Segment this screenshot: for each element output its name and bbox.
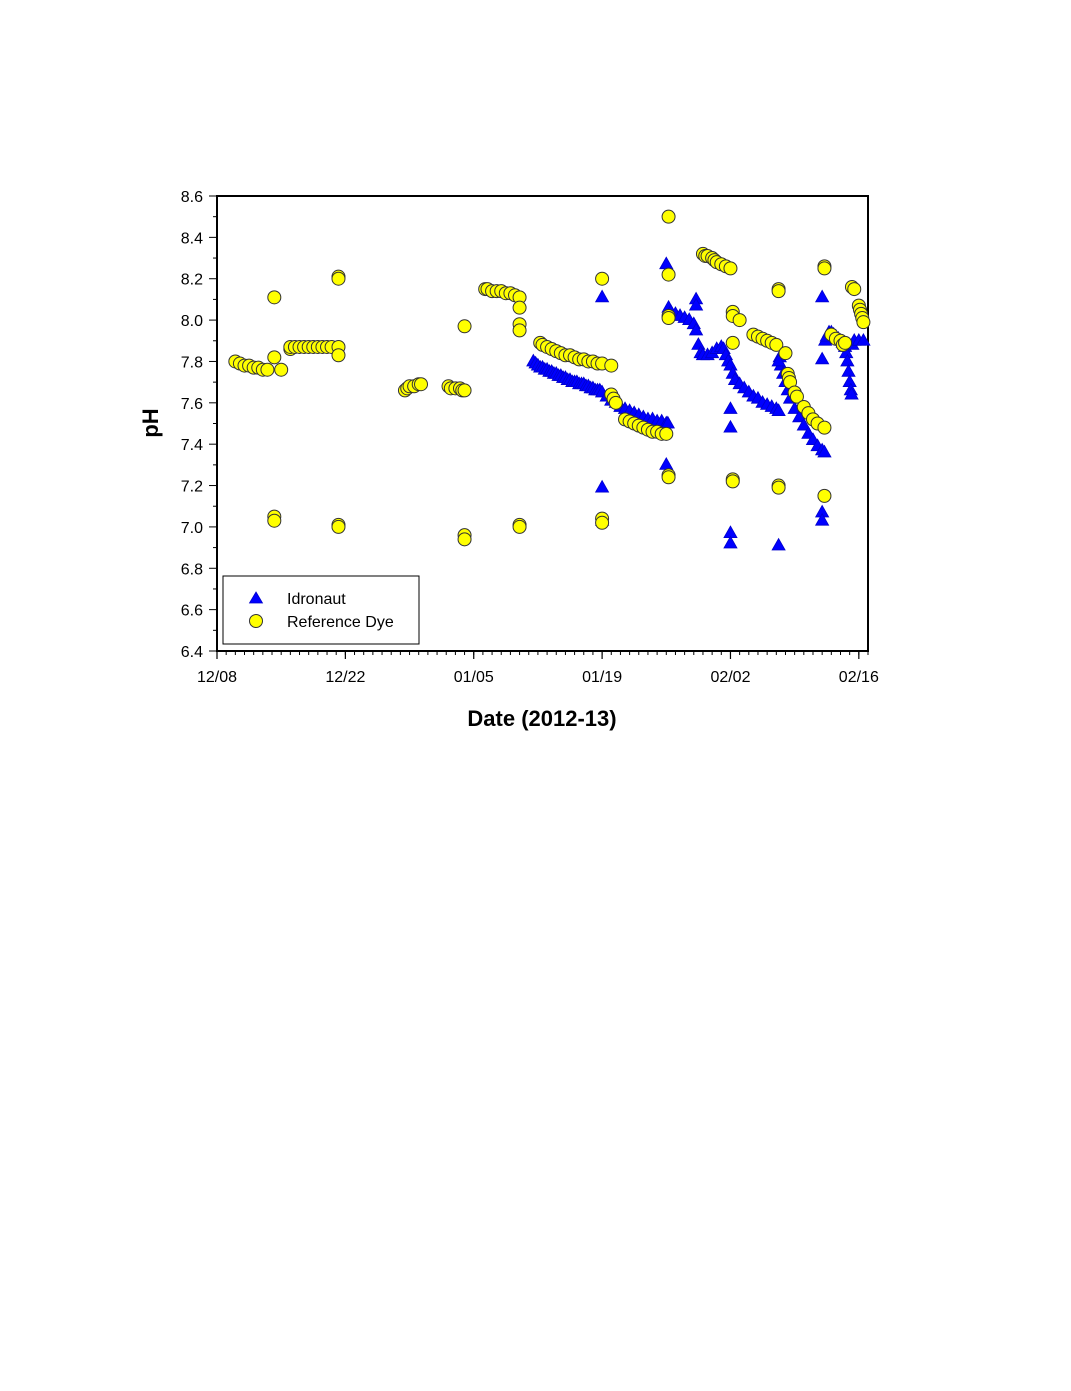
reference-dye-point	[771, 284, 786, 299]
idronaut-point	[691, 337, 706, 350]
reference-dye-point	[817, 261, 832, 276]
reference-dye-point	[414, 377, 429, 392]
reference-dye-point	[267, 513, 282, 528]
x-tick-label: 01/19	[582, 669, 622, 686]
idronaut-point	[688, 297, 704, 311]
reference-dye-point	[725, 474, 740, 489]
reference-dye-point	[608, 395, 623, 410]
reference-dye-point	[723, 261, 738, 276]
legend-label-reference-dye: Reference Dye	[287, 614, 394, 631]
reference-dye-point	[457, 532, 472, 547]
idronaut-point	[814, 512, 830, 526]
idronaut-point	[723, 357, 738, 371]
idronaut-point	[723, 401, 738, 414]
y-tick-label: 8.4	[181, 230, 203, 247]
x-tick-label: 02/16	[839, 669, 879, 686]
reference-dye-point	[659, 426, 674, 441]
reference-dye-point	[512, 300, 527, 315]
reference-dye-point	[604, 358, 619, 373]
y-tick-label: 8.0	[181, 313, 203, 330]
reference-dye-point	[789, 389, 804, 404]
y-tick-label: 7.8	[181, 354, 203, 371]
series-idronaut	[526, 256, 871, 551]
reference-dye-point	[661, 267, 676, 282]
reference-dye-point	[274, 362, 289, 377]
idronaut-point	[856, 332, 871, 346]
idronaut-point	[771, 537, 786, 551]
x-tick-label: 12/22	[325, 669, 365, 686]
y-axis: 6.4 6.6 6.8 7.0 7.2 7.4 7.6 7.8 8.0 8.2 8.4 8.6	[181, 189, 217, 661]
idronaut-point	[688, 322, 704, 336]
idronaut-point	[723, 419, 738, 433]
reference-dye-point	[331, 348, 346, 363]
reference-dye-point	[512, 323, 527, 338]
reference-dye-point	[595, 515, 610, 530]
reference-dye-point	[661, 470, 676, 485]
legend-frame	[222, 575, 420, 645]
idronaut-point	[814, 289, 830, 303]
x-tick-label: 01/05	[454, 669, 494, 686]
reference-dye-point	[260, 362, 275, 377]
reference-dye-point	[331, 519, 346, 534]
legend: Idronaut Reference Dye	[222, 575, 420, 645]
x-tick-label: 12/08	[197, 669, 237, 686]
idronaut-point	[594, 289, 610, 303]
y-tick-label: 6.4	[181, 644, 203, 661]
reference-dye-point	[512, 519, 527, 534]
reference-dye-point	[267, 350, 282, 365]
y-tick-label: 7.0	[181, 520, 203, 537]
reference-dye-point	[661, 209, 676, 224]
idronaut-point	[841, 363, 856, 377]
idronaut-point	[844, 386, 859, 400]
reference-dye-point	[847, 282, 862, 297]
idronaut-point	[659, 256, 674, 270]
series-reference-dye	[228, 209, 871, 547]
idronaut-point	[771, 353, 786, 367]
reference-dye-point	[331, 271, 346, 286]
y-tick-label: 8.6	[181, 189, 203, 206]
idronaut-point	[840, 353, 855, 367]
y-tick-label: 7.4	[181, 437, 203, 454]
reference-dye-point	[771, 480, 786, 495]
idronaut-point	[659, 457, 674, 470]
y-axis-title: pH	[138, 408, 163, 437]
idronaut-point	[796, 417, 812, 431]
reference-dye-point	[838, 335, 853, 350]
idronaut-point	[814, 351, 830, 365]
reference-dye-point	[817, 488, 832, 503]
x-axis-title: Date (2012-13)	[467, 706, 616, 731]
reference-dye-point	[725, 335, 740, 350]
reference-dye-point	[856, 315, 871, 330]
reference-dye-point	[778, 346, 793, 361]
idronaut-point	[817, 444, 832, 458]
idronaut-point	[723, 535, 738, 549]
reference-dye-point	[595, 271, 610, 286]
y-tick-label: 7.2	[181, 479, 203, 496]
y-tick-label: 6.8	[181, 561, 203, 578]
x-axis: 12/08 12/22 01/05 01/19 02/02 02/16	[197, 651, 879, 686]
legend-label-idronaut: Idronaut	[287, 591, 346, 608]
y-tick-label: 7.6	[181, 396, 203, 413]
reference-dye-point	[457, 319, 472, 334]
data-series-layer	[228, 209, 871, 551]
legend-marker-idronaut	[248, 591, 264, 604]
x-tick-label: 02/02	[710, 669, 750, 686]
y-tick-label: 8.2	[181, 272, 203, 289]
reference-dye-point	[267, 290, 282, 305]
idronaut-point	[594, 479, 610, 493]
reference-dye-point	[817, 420, 832, 435]
reference-dye-point	[661, 311, 676, 326]
y-tick-label: 6.6	[181, 603, 203, 620]
reference-dye-point	[457, 383, 472, 398]
idronaut-point	[771, 403, 786, 416]
reference-dye-point	[769, 337, 784, 352]
reference-dye-point	[732, 313, 747, 328]
legend-marker-reference-dye	[249, 614, 263, 628]
